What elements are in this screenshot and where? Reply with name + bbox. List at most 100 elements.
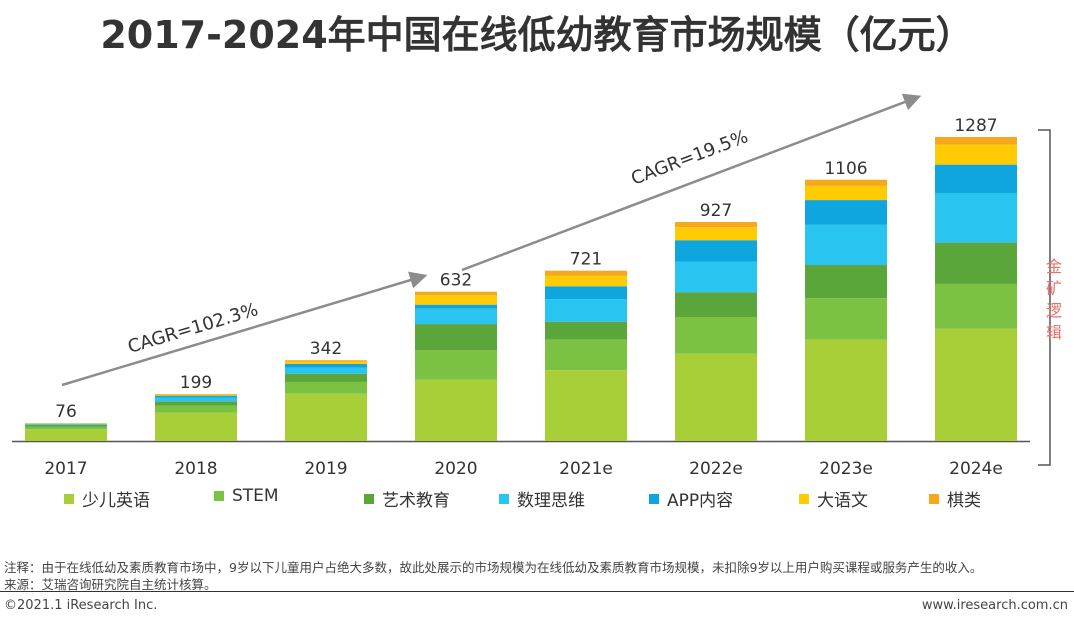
- x-tick-label: 2017: [44, 459, 87, 479]
- bar-segment: [935, 328, 1017, 441]
- bar-segment: [285, 361, 367, 364]
- legend-item: 棋类: [929, 486, 981, 511]
- website-url: www.iresearch.com.cn: [921, 598, 1068, 613]
- chart-legend: 少儿英语 STEM 艺术教育 数理思维 APP内容 大语文 棋类: [64, 486, 1024, 514]
- footer-divider: [0, 591, 1074, 592]
- legend-label: 少儿英语: [82, 491, 150, 511]
- bar-segment: [545, 370, 627, 441]
- bar-segment: [675, 316, 757, 354]
- legend-item: 少儿英语: [64, 486, 150, 511]
- bar-segment: [675, 292, 757, 317]
- bar-segment: [285, 364, 367, 368]
- bar-total-label: 342: [310, 339, 342, 359]
- chart-source: 来源：艾瑞咨询研究院自主统计核算。: [4, 577, 217, 592]
- bar-segment: [935, 137, 1017, 145]
- bar-segment: [805, 339, 887, 441]
- bar-segment: [155, 405, 237, 413]
- bar-segment: [25, 424, 107, 427]
- x-tick-label: 2023e: [819, 459, 873, 479]
- bar-segment: [155, 412, 237, 441]
- legend-item: STEM: [214, 486, 279, 506]
- bar-segment: [935, 144, 1017, 165]
- bar-segment: [415, 308, 497, 325]
- bar-segment: [935, 242, 1017, 284]
- bar-segment: [415, 379, 497, 441]
- bar-segment: [155, 394, 237, 396]
- bar-segment: [285, 367, 367, 374]
- bar-segment: [545, 299, 627, 322]
- legend-label: APP内容: [667, 491, 734, 511]
- legend-swatch: [214, 491, 224, 501]
- bar-segment: [155, 397, 237, 402]
- bar-segment: [805, 298, 887, 340]
- bar-segment: [935, 192, 1017, 243]
- x-tick-label: 2024e: [949, 459, 1003, 479]
- legend-label: 大语文: [817, 491, 868, 511]
- bar-segment: [805, 200, 887, 225]
- bar-segment: [545, 286, 627, 300]
- legend-swatch: [364, 493, 374, 504]
- bar-segment: [415, 350, 497, 380]
- bar-segment: [935, 164, 1017, 193]
- chart-note: 注释：由于在线低幼及素质教育市场中，9岁以下儿童用户占绝大多数，故此处展示的市场…: [4, 560, 983, 575]
- legend-item: 数理思维: [499, 486, 585, 511]
- legend-label: STEM: [232, 486, 279, 506]
- x-tick-label: 2018: [174, 459, 217, 479]
- bar-total-label: 721: [570, 250, 602, 270]
- legend-swatch: [649, 493, 659, 504]
- bar-segment: [545, 270, 627, 276]
- bar-segment: [675, 227, 757, 241]
- x-tick-label: 2020: [434, 459, 477, 479]
- bar-segment: [415, 304, 497, 309]
- bar-segment: [285, 360, 367, 362]
- bar-segment: [545, 339, 627, 371]
- legend-item: APP内容: [649, 486, 733, 511]
- bar-segment: [415, 324, 497, 351]
- bar-segment: [285, 373, 367, 382]
- x-tick-label: 2022e: [689, 459, 743, 479]
- cagr-arrow-2: [461, 93, 922, 272]
- legend-item: 艺术教育: [364, 486, 450, 511]
- x-tick-label: 2021e: [559, 459, 613, 479]
- bracket-label-char: 辑: [1046, 323, 1062, 342]
- legend-label: 数理思维: [517, 491, 585, 511]
- bar-segment: [155, 395, 237, 398]
- bar-segment: [805, 185, 887, 201]
- legend-swatch: [64, 493, 74, 504]
- legend-swatch: [929, 493, 939, 504]
- legend-swatch: [799, 493, 809, 504]
- bar-segment: [805, 224, 887, 266]
- bar-segment: [155, 401, 237, 406]
- bar-segment: [675, 222, 757, 228]
- chart-title: 2017-2024年中国在线低幼教育市场规模（亿元）: [100, 13, 974, 57]
- bar-total-label: 632: [440, 271, 472, 291]
- legend-label: 棋类: [947, 491, 981, 511]
- bar-segment: [25, 429, 107, 441]
- bar-segment: [285, 393, 367, 441]
- bracket-label-char: 金: [1046, 257, 1062, 276]
- bar-segment: [545, 275, 627, 287]
- copyright-text: ©2021.1 iResearch Inc.: [4, 598, 158, 613]
- legend-item: 大语文: [799, 486, 868, 511]
- cagr-label-2: CAGR=19.5%: [628, 126, 751, 189]
- bar-segment: [675, 240, 757, 262]
- bar-segment: [25, 426, 107, 430]
- bar-segment: [675, 261, 757, 293]
- bar-total-label: 199: [180, 373, 212, 393]
- bar-segment: [935, 283, 1017, 329]
- bar-segment: [415, 295, 497, 305]
- bar-segment: [805, 179, 887, 186]
- bar-segment: [805, 265, 887, 299]
- bar-segment: [675, 353, 757, 441]
- bar-total-label: 1106: [824, 159, 867, 179]
- bar-segment: [545, 321, 627, 340]
- cagr-arrow-1: [61, 271, 428, 387]
- bracket-label-char: 逻: [1046, 301, 1062, 320]
- bar-segment: [25, 424, 107, 425]
- bar-total-label: 76: [55, 402, 77, 422]
- bracket-label-char: 矿: [1046, 279, 1062, 298]
- bar-total-label: 1287: [954, 116, 997, 136]
- cagr-label-1: CAGR=102.3%: [125, 299, 260, 358]
- bar-total-label: 927: [700, 201, 732, 221]
